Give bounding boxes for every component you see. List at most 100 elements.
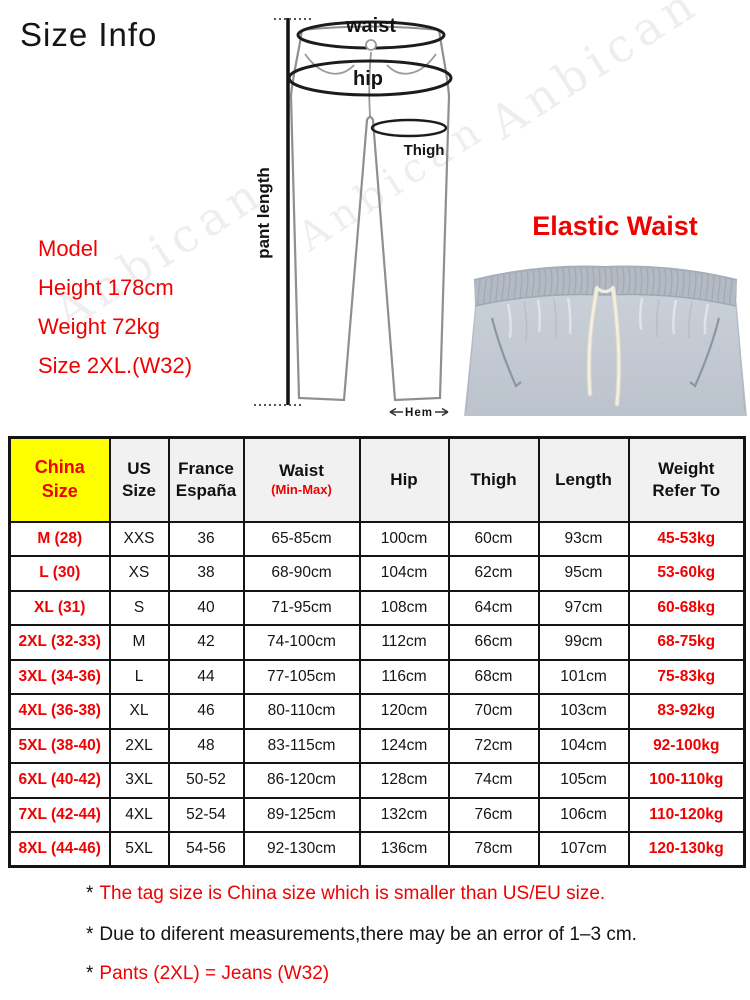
left-pocket-line [304, 53, 355, 75]
table-cell: XL (31) [8, 589, 111, 626]
header-length: Length [537, 436, 630, 523]
table-cell: 132cm [358, 796, 450, 833]
table-cell: 83-92kg [627, 693, 746, 730]
footnote-size-equivalence: * Pants (2XL) = Jeans (W32) [86, 963, 329, 985]
hip-ellipse [287, 59, 453, 97]
table-cell: L [108, 658, 170, 695]
table-row: 3XL (34-36) L 44 77-105cm 116cm 68cm 101cm 75-8… [8, 658, 746, 695]
header-line: US [127, 458, 151, 478]
table-cell: 108cm [358, 589, 450, 626]
model-info-label: Model [38, 236, 98, 261]
table-cell: 120-130kg [627, 831, 746, 868]
table-cell: 60cm [447, 520, 540, 557]
right-pocket [689, 317, 721, 388]
header-line: Size [121, 480, 157, 500]
header-line: Weight [658, 458, 715, 478]
thigh-ellipse [370, 118, 448, 138]
table-cell: 48 [167, 727, 245, 764]
sweatpants-body [464, 291, 747, 416]
table-cell: 6XL (40-42) [8, 762, 111, 799]
table-cell: 3XL (34-36) [8, 658, 111, 695]
table-cell: 128cm [358, 762, 450, 799]
page-title: Size Info [20, 16, 158, 53]
table-cell: M [108, 624, 170, 661]
table-cell: 66cm [447, 624, 540, 661]
header-us-size: US Size [108, 436, 170, 523]
asterisk: * [86, 883, 94, 904]
table-cell: 2XL [108, 727, 170, 764]
asterisk: * [86, 963, 94, 984]
table-row: 4XL (36-38) XL 46 80-110cm 120cm 70cm 103cm 83-… [8, 693, 746, 730]
table-cell: 77-105cm [242, 658, 361, 695]
table-cell: 36 [167, 520, 245, 557]
table-cell: 72cm [447, 727, 540, 764]
table-cell: 54-56 [167, 831, 245, 868]
header-waist: Waist (Min-Max) [242, 436, 361, 523]
table-row: 5XL (38-40) 2XL 48 83-115cm 124cm 72cm 104cm 92… [8, 727, 746, 764]
table-cell: 64cm [447, 589, 540, 626]
hip-label: hip [353, 68, 383, 90]
size-table-body: M (28) XXS 36 65-85cm 100cm 60cm 93cm 45-53kg L … [8, 520, 746, 868]
table-header-row: China Size US Size France España Waist (… [8, 436, 746, 523]
right-pocket-line [386, 53, 437, 75]
table-cell: L (30) [8, 555, 111, 592]
table-cell: 2XL (32-33) [8, 624, 111, 661]
table-cell: 112cm [358, 624, 450, 661]
table-cell: 116cm [358, 658, 450, 695]
table-cell: 100cm [358, 520, 450, 557]
table-cell: S [108, 589, 170, 626]
right-seam [735, 301, 746, 413]
table-cell: 38 [167, 555, 245, 592]
header-thigh: Thigh [447, 436, 540, 523]
table-cell: 4XL [108, 796, 170, 833]
table-cell: XL [108, 693, 170, 730]
table-cell: 46 [167, 693, 245, 730]
table-cell: 97cm [537, 589, 630, 626]
left-pocket [490, 317, 522, 388]
table-cell: 110-120kg [627, 796, 746, 833]
table-cell: 40 [167, 589, 245, 626]
table-cell: 103cm [537, 693, 630, 730]
header-line: France [178, 458, 234, 478]
pants-waist-top [301, 25, 440, 31]
model-info: Model Height 178cm Weight 72kg Size 2XL.… [38, 236, 192, 379]
table-cell: 44 [167, 658, 245, 695]
header-line: Length [555, 469, 612, 489]
table-cell: 8XL (44-46) [8, 831, 111, 868]
button-icon [365, 39, 377, 51]
table-cell: 93cm [537, 520, 630, 557]
fabric-shadows [523, 298, 693, 343]
header-france-size: France España [167, 436, 245, 523]
table-cell: 107cm [537, 831, 630, 868]
watermark: Anbican [479, 0, 710, 150]
table-row: 6XL (40-42) 3XL 50-52 86-120cm 128cm 74cm 105c… [8, 762, 746, 799]
model-info-size: Size 2XL.(W32) [38, 353, 193, 378]
waistband-bottom-edge [474, 293, 737, 307]
table-cell: 101cm [537, 658, 630, 695]
table-cell: M (28) [8, 520, 111, 557]
table-cell: 74-100cm [242, 624, 361, 661]
table-cell: 68cm [447, 658, 540, 695]
table-cell: 70cm [447, 693, 540, 730]
footnote-measurement-error: * Due to diferent measurements,there may … [86, 924, 637, 946]
table-cell: 53-60kg [627, 555, 746, 592]
header-line: Hip [390, 469, 418, 489]
header-line: (Min-Max) [271, 482, 332, 498]
waist-label: waist [345, 15, 396, 37]
header-line: Thigh [470, 469, 517, 489]
footnote-tag-size: * The tag size is China size which is sma… [86, 883, 605, 905]
left-seam [465, 301, 477, 413]
table-cell: 80-110cm [242, 693, 361, 730]
table-cell: 76cm [447, 796, 540, 833]
table-cell: 104cm [358, 555, 450, 592]
table-cell: 120cm [358, 693, 450, 730]
table-cell: XS [108, 555, 170, 592]
table-cell: 89-125cm [242, 796, 361, 833]
table-cell: 75-83kg [627, 658, 746, 695]
table-cell: 106cm [537, 796, 630, 833]
table-cell: 62cm [447, 555, 540, 592]
model-info-weight: Weight 72kg [38, 314, 160, 339]
table-cell: 136cm [358, 831, 450, 868]
table-cell: 124cm [358, 727, 450, 764]
